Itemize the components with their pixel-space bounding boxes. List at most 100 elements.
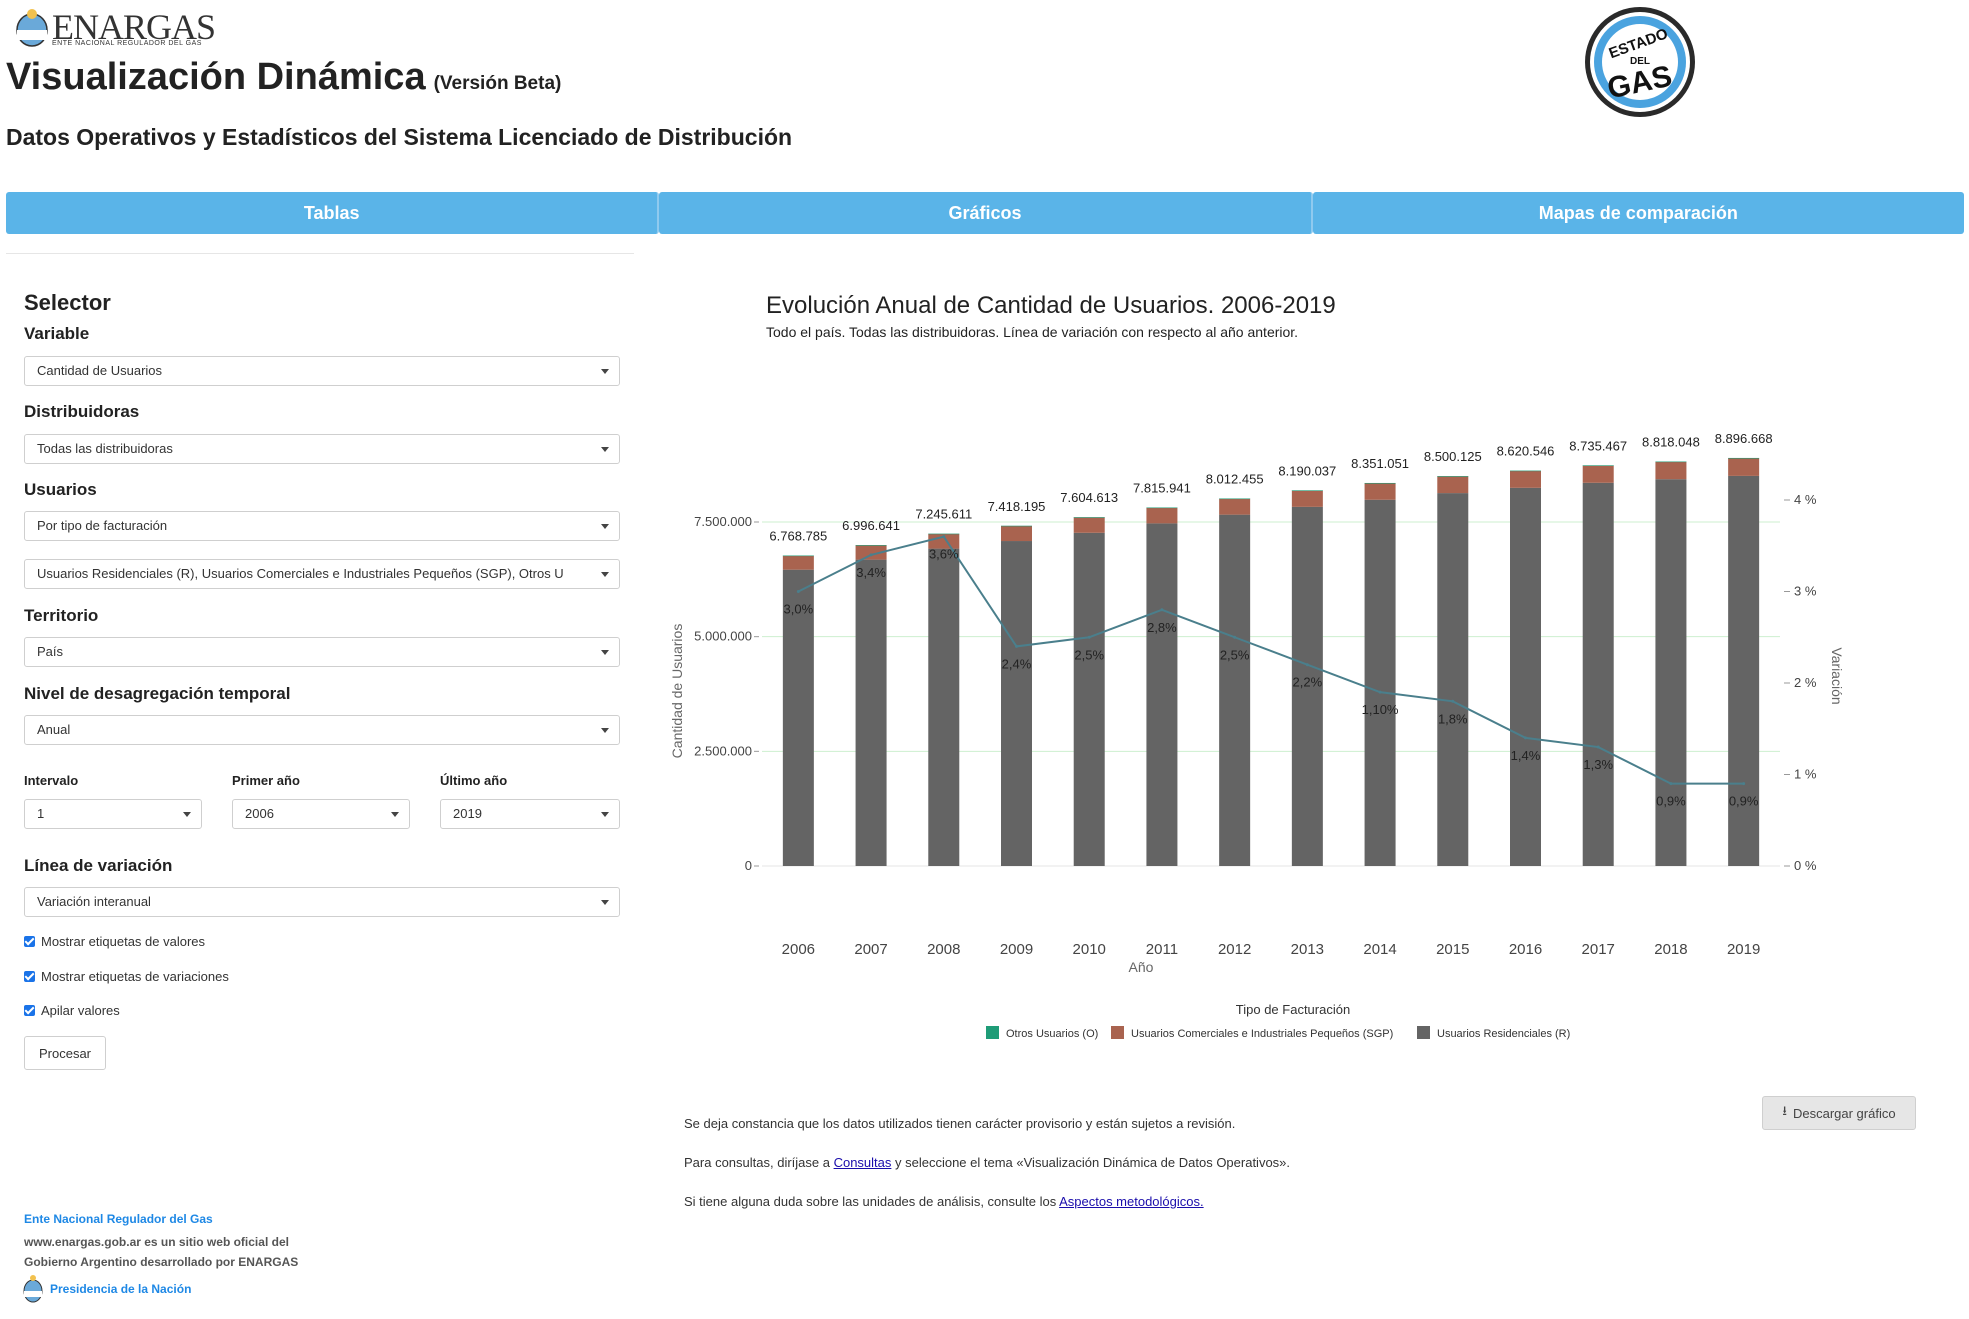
legend-swatch <box>986 1026 999 1039</box>
chevron-down-icon <box>601 650 609 655</box>
checkbox-checked-icon[interactable] <box>24 936 35 947</box>
variation-point <box>1015 644 1018 648</box>
x-tick-label: 2017 <box>1582 941 1615 958</box>
tab-tablas[interactable]: Tablas <box>6 192 660 234</box>
primer-anio-select[interactable]: 2006 <box>232 799 410 829</box>
bar-segment <box>1219 498 1251 500</box>
national-shield-icon <box>23 1275 43 1303</box>
bar-segment <box>1291 490 1323 491</box>
brand-subtitle: ENTE NACIONAL REGULADOR DEL GAS <box>52 40 202 47</box>
bar-segment <box>1073 517 1105 533</box>
bar-total-label: 7.815.941 <box>1133 481 1191 496</box>
x-axis-title: Año <box>1129 959 1154 975</box>
variable-label: Variable <box>24 324 90 343</box>
variation-line <box>797 535 1744 785</box>
chevron-down-icon <box>601 447 609 452</box>
x-tick-label: 2016 <box>1509 941 1542 958</box>
territorio-select[interactable]: País <box>24 637 620 667</box>
variation-label: 2,2% <box>1293 675 1323 690</box>
ultimo-anio-select[interactable]: 2019 <box>440 799 620 829</box>
bar-segment <box>782 569 814 866</box>
legend-swatch <box>1417 1026 1430 1039</box>
y2-tick-label: 0 % <box>1794 858 1817 873</box>
x-tick-label: 2007 <box>854 941 887 958</box>
x-tick-label: 2015 <box>1436 941 1469 958</box>
aspectos-link[interactable]: Aspectos metodológicos. <box>1059 1194 1204 1209</box>
bar-segment <box>1291 490 1323 507</box>
download-icon: ⭳ <box>1782 1103 1787 1118</box>
variable-select[interactable]: Cantidad de Usuarios <box>24 356 620 386</box>
bar-segment <box>782 555 814 557</box>
tab-graficos[interactable]: Gráficos <box>659 192 1313 234</box>
tab-mapas[interactable]: Mapas de comparación <box>1312 192 1964 234</box>
check-values[interactable]: Mostrar etiquetas de valores <box>24 934 205 949</box>
check-stack[interactable]: Apilar valores <box>24 1003 120 1018</box>
y-axis-title: Cantidad de Usuarios <box>669 624 685 759</box>
y-tick-label: 0 <box>745 858 752 873</box>
consultas-link[interactable]: Consultas <box>833 1155 892 1170</box>
presidencia-link[interactable]: Presidencia de la Nación <box>50 1282 192 1296</box>
bar-segment <box>1728 457 1760 459</box>
y-tick-label: 7.500.000 <box>694 514 752 529</box>
bar-segment <box>928 548 960 866</box>
download-chart-button[interactable]: ⭳ Descargar gráfico <box>1762 1096 1916 1130</box>
procesar-button[interactable]: Procesar <box>24 1036 106 1070</box>
usuarios-types-select[interactable]: Usuarios Residenciales (R), Usuarios Com… <box>24 559 620 589</box>
checkbox-checked-icon[interactable] <box>24 971 35 982</box>
bar-segment <box>1219 514 1251 866</box>
variation-point <box>1160 608 1164 612</box>
estado-del-gas-badge-icon: ESTADO DEL GAS <box>1585 7 1695 117</box>
footer-org: Ente Nacional Regulador del Gas <box>24 1212 213 1226</box>
variation-point <box>1087 635 1091 639</box>
bar-total-label: 7.245.611 <box>915 507 972 522</box>
chevron-down-icon <box>601 524 609 529</box>
legend-title: Tipo de Facturación <box>1236 1002 1350 1017</box>
usuarios-label: Usuarios <box>24 480 97 499</box>
bar-total-label: 6.996.641 <box>842 518 900 533</box>
bar-total-label: 8.818.048 <box>1642 435 1700 450</box>
enargas-logo-icon <box>16 9 48 47</box>
variation-label: 1,3% <box>1583 757 1613 772</box>
nivel-label: Nivel de desagregación temporal <box>24 684 291 703</box>
usuarios-select[interactable]: Por tipo de facturación <box>24 511 620 541</box>
nivel-select[interactable]: Anual <box>24 715 620 745</box>
bar-segment <box>1510 470 1541 488</box>
bar-total-label: 8.190.037 <box>1278 463 1336 478</box>
bar-total-label: 8.012.455 <box>1206 471 1264 486</box>
bar-segment <box>928 533 960 535</box>
bar-segment <box>1073 517 1105 518</box>
x-tick-label: 2014 <box>1363 941 1396 958</box>
bar-total-label: 8.351.051 <box>1351 456 1409 471</box>
variation-label: 2,4% <box>1002 656 1032 671</box>
variation-point <box>796 590 800 593</box>
bar-segment <box>1291 506 1323 866</box>
bar-segment <box>1437 493 1469 866</box>
bar-segment <box>1510 487 1541 866</box>
linea-select[interactable]: Variación interanual <box>24 887 620 917</box>
bar-segment <box>1364 499 1396 866</box>
check-variations[interactable]: Mostrar etiquetas de variaciones <box>24 969 229 984</box>
page-subtitle: Datos Operativos y Estadísticos del Sist… <box>6 124 793 150</box>
y2-tick-label: 4 % <box>1794 492 1817 507</box>
footer-text: www.enargas.gob.ar es un sitio web ofici… <box>24 1235 299 1269</box>
variation-label: 2,5% <box>1074 647 1104 662</box>
checkbox-checked-icon[interactable] <box>24 1005 35 1016</box>
variation-point <box>1742 782 1746 786</box>
distribuidoras-select[interactable]: Todas las distribuidoras <box>24 434 620 464</box>
y2-axis-title: Variación <box>1829 647 1845 704</box>
distribuidoras-label: Distribuidoras <box>24 402 140 421</box>
bar-segment <box>1437 476 1469 477</box>
chevron-down-icon <box>183 812 191 817</box>
x-tick-label: 2010 <box>1073 941 1106 958</box>
variation-point <box>1305 663 1309 667</box>
variation-label: 2,8% <box>1147 620 1177 635</box>
bar-segment <box>1582 465 1614 483</box>
bar-segment <box>1001 541 1032 866</box>
variation-point <box>1451 699 1455 703</box>
variation-label: 1,8% <box>1438 711 1468 726</box>
x-tick-label: 2008 <box>927 941 960 958</box>
x-tick-label: 2019 <box>1727 941 1760 958</box>
chart-title: Evolución Anual de Cantidad de Usuarios.… <box>766 292 1336 319</box>
bar-segment <box>1510 470 1541 472</box>
intervalo-select[interactable]: 1 <box>24 799 202 829</box>
